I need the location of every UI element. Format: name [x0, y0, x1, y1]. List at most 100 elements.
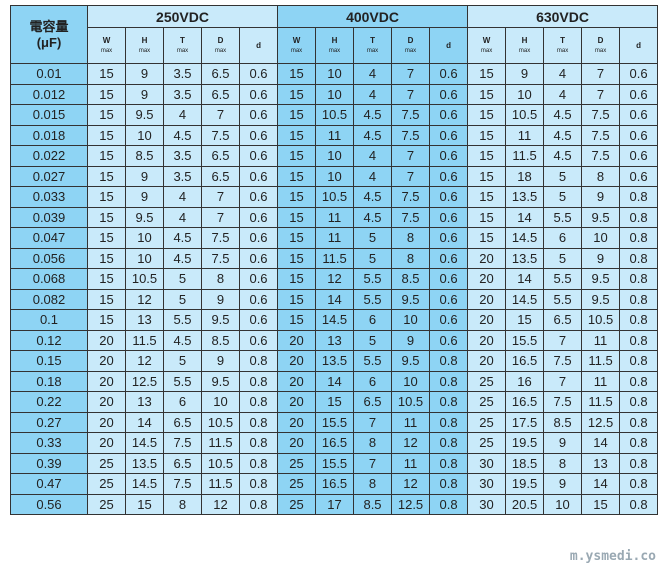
dimension-cell: 10.5 — [201, 411, 240, 433]
dimension-cell: 9 — [125, 186, 164, 208]
dimension-cell: 14.5 — [125, 432, 164, 454]
dimension-cell: 5.5 — [543, 288, 583, 310]
dimension-cell: 25 — [87, 493, 126, 515]
capacitance-cell: 0.022 — [10, 145, 88, 167]
dimension-cell: 15 — [277, 83, 317, 105]
dimension-cell: 0.8 — [619, 227, 659, 249]
dimension-cell: 9.5 — [201, 370, 240, 392]
dimension-cell: 13.5 — [505, 247, 545, 269]
dimension-cell: 0.8 — [429, 370, 469, 392]
dimension-cell: 10 — [315, 83, 355, 105]
dimension-cell: 7.5 — [201, 227, 240, 249]
dimension-cell: 9 — [581, 186, 621, 208]
dimension-cell: 6.5 — [163, 411, 202, 433]
dimension-cell: 0.8 — [619, 370, 659, 392]
group-630vdc: 630VDC — [467, 5, 659, 28]
dimension-cell: 0.8 — [238, 411, 279, 433]
dimension-cell: 9 — [543, 432, 583, 454]
dimension-cell: 6.5 — [201, 83, 240, 105]
dimension-cell: 14 — [505, 206, 545, 228]
dimension-cell: 0.6 — [619, 63, 659, 85]
capacitance-cell: 0.22 — [10, 391, 88, 413]
sub-header-name: D — [217, 35, 224, 45]
dimension-cell: 12 — [125, 350, 164, 372]
dimension-cell: 15 — [277, 206, 317, 228]
dimension-cell: 4.5 — [163, 124, 202, 146]
dimension-cell: 7.5 — [391, 186, 431, 208]
table-row: 0.1 15 13 5.5 9.5 0.6 15 14.5 6 10 0.6 20 15 6.5 10.5 0… — [10, 309, 659, 331]
dimension-cell: 6.5 — [201, 145, 240, 167]
capacitance-cell: 0.47 — [10, 473, 88, 495]
dimension-cell: 3.5 — [163, 145, 202, 167]
dimension-cell: 20 — [87, 432, 126, 454]
sub-header-note: max — [556, 47, 569, 54]
dimension-cell: 0.8 — [429, 473, 469, 495]
table-row: 0.018 15 10 4.5 7.5 0.6 15 11 4.5 7.5 0.6 15 11 4.5 7.… — [10, 124, 659, 146]
dimension-cell: 15 — [467, 165, 507, 187]
dimension-cell: 15 — [87, 104, 126, 126]
dimension-cell: 15 — [277, 288, 317, 310]
dimension-cell: 9 — [125, 63, 164, 85]
dimension-cell: 11 — [505, 124, 545, 146]
dimension-cell: 10.5 — [201, 452, 240, 474]
dimension-cell: 9 — [391, 329, 431, 351]
dimension-cell: 0.6 — [238, 145, 279, 167]
dimension-cell: 10 — [581, 227, 621, 249]
dimension-cell: 18 — [505, 165, 545, 187]
dimension-cell: 20 — [277, 391, 317, 413]
dimension-cell: 10 — [315, 165, 355, 187]
dimension-cell: 15 — [87, 227, 126, 249]
dimension-cell: 9.5 — [581, 206, 621, 228]
dimension-cell: 25 — [467, 391, 507, 413]
capacitance-cell: 0.033 — [10, 186, 88, 208]
dimension-cell: 7 — [543, 329, 583, 351]
dimension-cell: 11.5 — [505, 145, 545, 167]
dimension-cell: 20 — [467, 309, 507, 331]
dimension-cell: 4 — [543, 63, 583, 85]
dimension-cell: 15 — [87, 83, 126, 105]
capacitance-cell: 0.18 — [10, 370, 88, 392]
dimension-cell: 5 — [353, 329, 393, 351]
dimension-cell: 16 — [505, 370, 545, 392]
dimension-cell: 8 — [391, 227, 431, 249]
capacitance-cell: 0.056 — [10, 247, 88, 269]
dimension-cell: 20 — [87, 350, 126, 372]
dimension-cell: 4.5 — [543, 104, 583, 126]
group-400vdc: 400VDC — [277, 5, 469, 28]
dimension-cell: 10 — [125, 227, 164, 249]
dimension-cell: 25 — [467, 411, 507, 433]
dimension-cell: 4.5 — [353, 124, 393, 146]
dimension-cell: 15 — [467, 83, 507, 105]
dimension-cell: 7.5 — [543, 350, 583, 372]
dimension-cell: 3.5 — [163, 63, 202, 85]
dimension-cell: 3.5 — [163, 83, 202, 105]
dimension-cell: 15 — [277, 227, 317, 249]
sub-header-note: max — [214, 47, 227, 54]
dimension-cell: 15 — [87, 288, 126, 310]
dimension-cell: 10.5 — [581, 309, 621, 331]
dimension-cell: 0.6 — [619, 104, 659, 126]
dimension-cell: 0.6 — [238, 104, 279, 126]
dimension-cell: 5.5 — [353, 288, 393, 310]
dimension-cell: 15 — [87, 165, 126, 187]
dimension-cell: 7.5 — [581, 104, 621, 126]
dimension-cell: 6.5 — [163, 452, 202, 474]
dimension-cell: 4 — [353, 63, 393, 85]
dimension-cell: 11 — [315, 206, 355, 228]
dimension-cell: 7.5 — [391, 124, 431, 146]
dimension-cell: 0.8 — [238, 391, 279, 413]
capacitance-cell: 0.15 — [10, 350, 88, 372]
sub-header-d-lead: d — [238, 27, 279, 64]
dimension-cell: 0.6 — [238, 309, 279, 331]
dimension-cell: 15 — [277, 124, 317, 146]
dimension-cell: 25 — [277, 473, 317, 495]
table-row: 0.033 15 9 4 7 0.6 15 10.5 4.5 7.5 0.6 15 13.5 5 9 0.8 — [10, 186, 659, 208]
dimension-cell: 20 — [87, 329, 126, 351]
sub-header-name: D — [407, 35, 414, 45]
dimension-cell: 0.8 — [619, 268, 659, 290]
